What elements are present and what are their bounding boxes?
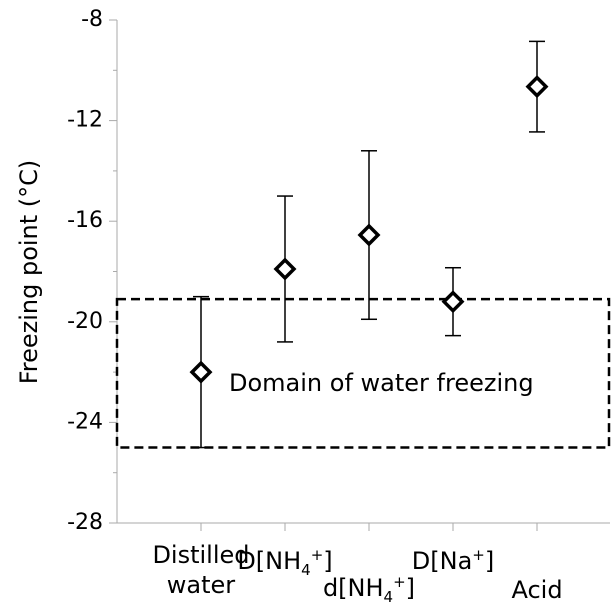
y-tick-label: -20 xyxy=(67,309,103,334)
y-tick-label: -16 xyxy=(67,208,103,233)
x-tick-label: d[NH4+] xyxy=(322,573,416,606)
x-tick-label: Acid xyxy=(511,576,563,604)
region-box xyxy=(115,297,611,449)
marker xyxy=(441,290,465,314)
marker xyxy=(189,360,213,384)
y-tick-label: -8 xyxy=(81,7,103,32)
region-label: Domain of water freezing xyxy=(229,369,534,397)
marker xyxy=(525,75,549,99)
marker xyxy=(273,257,297,281)
y-tick-label: -12 xyxy=(67,108,103,133)
x-tick-label: D[Na+] xyxy=(411,546,495,575)
x-tick-label: D[NH4+] xyxy=(237,546,333,579)
y-tick-label: -28 xyxy=(67,510,103,535)
y-tick-label: -24 xyxy=(67,409,103,434)
marker xyxy=(357,223,381,247)
y-axis-label: Freezing point (°C) xyxy=(15,160,43,385)
x-tick-label: Distilled water xyxy=(152,541,250,599)
